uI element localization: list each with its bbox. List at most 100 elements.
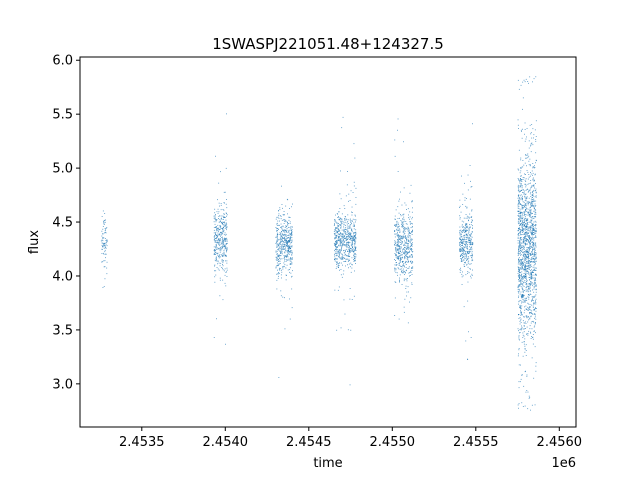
data-point [525, 193, 527, 195]
data-point [469, 216, 471, 218]
data-point [405, 223, 407, 225]
data-point [463, 232, 465, 233]
data-point [335, 243, 337, 245]
data-point [219, 227, 221, 229]
data-point [520, 261, 522, 263]
data-point [353, 259, 354, 260]
data-point [290, 246, 292, 248]
data-point [404, 258, 406, 260]
data-point [214, 253, 216, 255]
data-point [534, 279, 536, 281]
data-point [525, 178, 527, 180]
data-point [285, 240, 287, 241]
data-point [349, 233, 351, 234]
data-point [400, 215, 402, 217]
x-tick-label: 2.4550 [370, 435, 416, 450]
data-point [471, 246, 473, 248]
data-point [400, 257, 401, 259]
data-point [466, 215, 468, 217]
data-point [519, 180, 520, 182]
data-point [525, 256, 527, 258]
data-point [523, 239, 524, 241]
data-point [215, 274, 217, 276]
data-point [518, 300, 520, 302]
data-point [334, 219, 336, 221]
data-point [526, 196, 528, 198]
data-point [401, 224, 402, 226]
data-point [527, 212, 529, 213]
data-point [353, 251, 354, 252]
data-point [218, 257, 220, 259]
data-point [410, 260, 412, 262]
data-point [524, 232, 526, 234]
data-point [289, 264, 291, 265]
data-point [279, 224, 280, 226]
data-point [289, 217, 291, 218]
data-point [279, 239, 281, 241]
data-point [519, 307, 521, 308]
data-point [528, 273, 530, 275]
data-point [409, 221, 411, 223]
data-point [280, 274, 282, 276]
x-tick-label: 2.4555 [453, 435, 499, 450]
data-point [347, 261, 349, 262]
data-point [461, 242, 462, 244]
data-point [527, 235, 529, 237]
data-point [290, 257, 292, 259]
data-point [346, 222, 348, 224]
data-point [347, 256, 349, 257]
data-point [348, 253, 350, 255]
data-point [346, 242, 347, 244]
data-point [530, 206, 532, 207]
data-point [355, 232, 357, 234]
data-point [284, 229, 286, 231]
data-point [281, 227, 282, 229]
data-point [352, 232, 354, 234]
data-point [524, 203, 526, 205]
data-point [409, 237, 411, 239]
data-point [524, 266, 526, 268]
data-point [103, 244, 105, 246]
data-point [464, 225, 466, 227]
data-point [343, 250, 344, 252]
data-point [533, 280, 535, 281]
data-point [521, 341, 523, 343]
data-point [402, 225, 404, 227]
data-point [407, 244, 409, 246]
data-point [534, 346, 536, 348]
data-point [289, 233, 291, 235]
data-point [521, 180, 523, 182]
data-point [533, 303, 535, 305]
data-point [529, 209, 531, 211]
data-point [404, 254, 406, 256]
data-point [524, 309, 526, 311]
data-point [349, 234, 350, 236]
data-point [529, 228, 531, 230]
data-point [522, 296, 524, 298]
data-point [518, 218, 519, 220]
data-point [348, 251, 350, 253]
data-point [533, 297, 535, 298]
data-point [465, 241, 467, 243]
data-point [519, 232, 521, 234]
data-point [520, 167, 521, 169]
data-point [535, 362, 537, 364]
data-point [104, 260, 106, 262]
data-point [532, 289, 533, 291]
data-point [526, 283, 528, 285]
data-point [522, 320, 524, 322]
data-point [517, 240, 519, 242]
data-point [408, 256, 410, 258]
data-point [338, 256, 340, 258]
data-point [276, 246, 277, 248]
data-point [350, 239, 352, 241]
data-point [522, 189, 524, 191]
data-point [282, 239, 283, 241]
data-point [276, 230, 278, 232]
data-point [461, 245, 462, 246]
data-point [225, 167, 227, 169]
data-point [276, 216, 278, 218]
data-point [529, 245, 531, 247]
data-point [519, 198, 521, 199]
data-point [526, 333, 528, 335]
